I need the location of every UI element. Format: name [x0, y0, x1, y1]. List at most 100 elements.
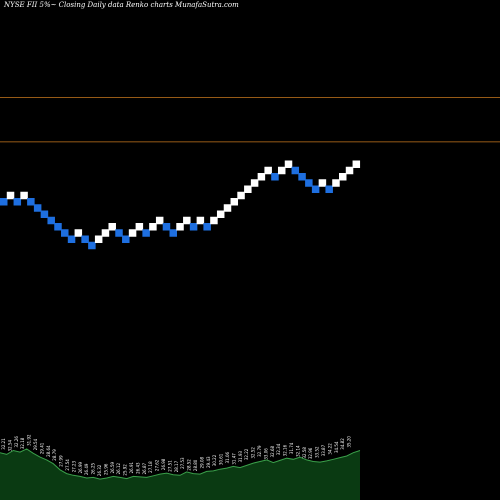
renko-brick-up — [20, 191, 28, 200]
price-label: 32.34 — [276, 443, 281, 455]
price-label: 25.96 — [103, 463, 108, 475]
price-label: 28.64 — [46, 445, 51, 457]
renko-brick-down — [311, 185, 320, 193]
renko-brick-up — [284, 160, 293, 168]
price-label: 27.23 — [71, 460, 76, 472]
renko-brick-up — [149, 223, 157, 231]
renko-brick-down — [189, 223, 198, 231]
price-label: 32.14 — [295, 445, 300, 457]
price-label: 31.74 — [289, 442, 294, 454]
renko-brick-down — [61, 229, 69, 237]
renko-brick-up — [277, 166, 286, 175]
price-label: 31.06 — [225, 451, 230, 463]
renko-brick-up — [257, 173, 266, 181]
price-label: 27.62 — [155, 459, 160, 471]
renko-brick-down — [122, 235, 130, 243]
renko-brick-down — [291, 166, 300, 175]
renko-brick-up — [128, 229, 137, 237]
renko-brick-up — [332, 179, 340, 187]
renko-brick-up — [250, 179, 259, 187]
renko-brick-down — [67, 235, 76, 243]
price-label: 28.52 — [187, 459, 192, 471]
renko-brick-down — [169, 229, 177, 237]
price-label: 26.91 — [129, 461, 134, 473]
renko-brick-down — [88, 241, 96, 250]
price-label: 26.98 — [161, 458, 166, 470]
price-label: 31.93 — [238, 450, 243, 462]
reference-lines — [0, 96, 500, 143]
price-label: 26.12 — [116, 462, 121, 474]
renko-brick-up — [244, 185, 252, 193]
price-label: 29.41 — [39, 442, 44, 454]
price-label: 34.82 — [340, 438, 345, 450]
price-label: 26.43 — [135, 462, 140, 474]
renko-brick-up — [264, 166, 272, 175]
renko-brick-down — [0, 198, 8, 206]
renko-brick-down — [27, 198, 35, 206]
volume-line — [0, 448, 361, 480]
price-label: 32.96 — [308, 447, 313, 459]
price-label: 33.87 — [321, 444, 326, 456]
price-label: 32.18 — [20, 437, 25, 449]
renko-brick-up — [216, 210, 225, 218]
renko-brick-down — [40, 210, 49, 218]
price-label: 32.58 — [302, 447, 307, 459]
renko-brick-down — [115, 229, 123, 237]
renko-brick-up — [318, 179, 327, 187]
renko-brick-down — [203, 223, 211, 231]
price-label: 26.99 — [78, 461, 83, 473]
renko-brick-down — [298, 173, 306, 181]
price-label: 32.22 — [244, 448, 249, 460]
price-label: 26.59 — [110, 461, 115, 473]
price-label: 35.20 — [347, 436, 352, 448]
volume-area — [0, 448, 361, 500]
price-label: 27.54 — [65, 459, 70, 471]
renko-brick-up — [196, 216, 205, 225]
price-label: 34.22 — [327, 443, 332, 455]
price-label: 26.87 — [142, 462, 147, 474]
price-label: 29.54 — [33, 438, 38, 450]
price-label: 28.17 — [174, 460, 179, 472]
renko-brick-up — [135, 223, 144, 231]
renko-bricks — [0, 160, 361, 250]
price-label: 32.68 — [270, 445, 275, 457]
price-label: 28.80 — [193, 459, 198, 471]
price-label: 26.25 — [91, 462, 96, 474]
price-label: 27.99 — [59, 455, 64, 467]
renko-brick-up — [183, 216, 191, 225]
renko-brick-down — [325, 185, 333, 193]
renko-brick-up — [94, 235, 103, 243]
price-label: 29.08 — [199, 456, 204, 468]
price-label: 32.79 — [257, 445, 262, 457]
price-label: 30.61 — [219, 453, 224, 465]
price-label: 32.26 — [14, 436, 19, 448]
renko-brick-up — [210, 216, 218, 225]
price-label: 32.16 — [283, 444, 288, 456]
price-label: 26.32 — [97, 464, 102, 476]
renko-brick-up — [345, 166, 354, 175]
price-label: 27.53 — [180, 457, 185, 469]
price-label: 34.54 — [334, 441, 339, 453]
renko-brick-up — [101, 229, 110, 237]
price-label: 32.54 — [7, 439, 12, 451]
renko-brick-down — [81, 235, 89, 243]
renko-brick-down — [54, 223, 62, 231]
renko-brick-up — [339, 173, 347, 181]
renko-brick-down — [142, 229, 150, 237]
renko-brick-up — [155, 216, 164, 225]
renko-brick-up — [176, 223, 184, 231]
volume-price-labels: 32.21 32.54 32.26 32.18 31.92 29.54 29.41 28.64… — [1, 434, 352, 476]
renko-brick-down — [47, 216, 55, 225]
renko-brick-down — [305, 179, 313, 187]
renko-brick-down — [162, 223, 171, 231]
renko-brick-up — [6, 191, 15, 200]
price-label: 33.06 — [263, 448, 268, 460]
price-label: 31.92 — [27, 434, 32, 446]
price-label: 26.49 — [84, 463, 89, 475]
price-label: 27.51 — [167, 460, 172, 472]
renko-brick-up — [223, 204, 232, 212]
renko-brick-up — [230, 198, 239, 206]
price-label: 32.21 — [1, 438, 6, 450]
price-label: 33.52 — [315, 446, 320, 458]
